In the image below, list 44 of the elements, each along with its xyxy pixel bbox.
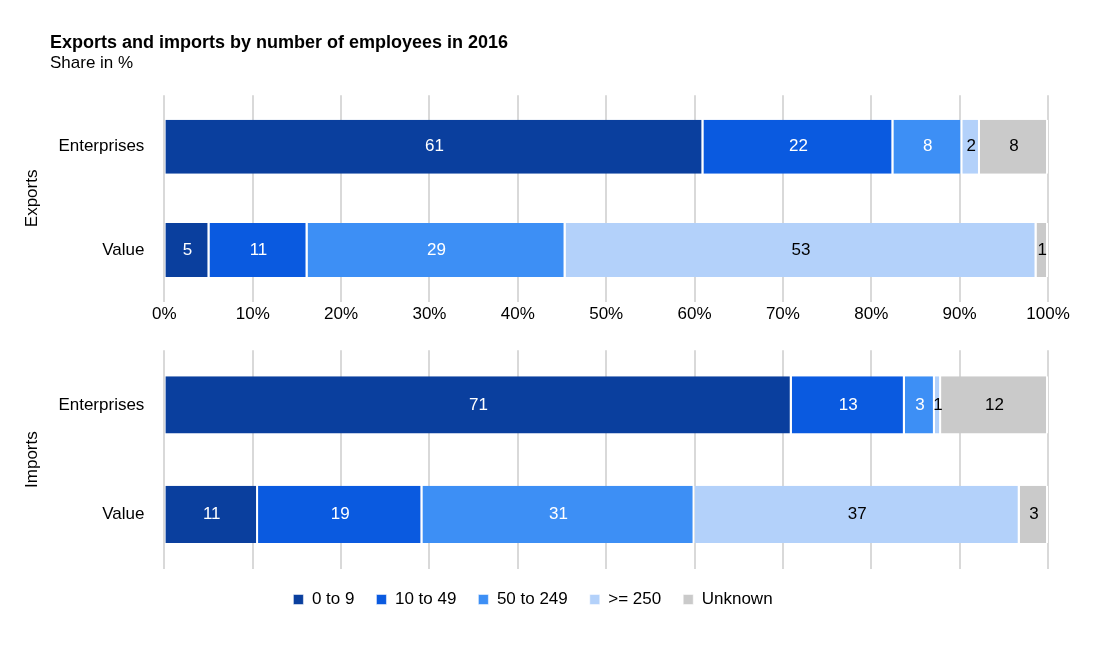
- data-label: 1: [933, 394, 943, 414]
- data-label: 37: [847, 503, 867, 523]
- data-label: 2: [966, 136, 976, 156]
- y-axis-title: Imports: [21, 431, 41, 488]
- y-tick-label: Value: [102, 239, 145, 259]
- chart-subtitle: Share in %: [50, 53, 135, 73]
- x-tick-label: 40%: [500, 304, 535, 324]
- data-label: 71: [469, 394, 489, 414]
- chart-title: Exports and imports by number of employees in 2016: [50, 32, 510, 53]
- x-tick-label: 30%: [412, 304, 447, 324]
- legend-label: >= 250: [608, 589, 662, 609]
- y-tick-label: Enterprises: [58, 394, 145, 414]
- legend-label: Unknown: [701, 589, 773, 609]
- legend-label: 10 to 49: [394, 589, 457, 609]
- x-tick-label: 60%: [677, 304, 712, 324]
- x-tick-label: 0%: [152, 304, 177, 324]
- x-tick-label: 50%: [589, 304, 624, 324]
- x-tick-label: 90%: [942, 304, 977, 324]
- y-tick-label: Value: [102, 503, 145, 523]
- data-label: 3: [915, 394, 925, 414]
- data-label: 11: [202, 503, 221, 523]
- data-label: 3: [1029, 503, 1039, 523]
- x-tick-label: 100%: [1026, 304, 1070, 324]
- y-tick-label: Enterprises: [58, 136, 145, 156]
- data-label: 22: [788, 136, 808, 156]
- legend-label: 50 to 249: [496, 589, 568, 609]
- x-tick-label: 20%: [324, 304, 359, 324]
- data-label: 11: [249, 239, 268, 259]
- data-label: 5: [182, 239, 193, 259]
- data-label: 13: [838, 394, 858, 414]
- data-label: 31: [549, 503, 568, 523]
- data-label: 29: [427, 239, 446, 259]
- x-tick-label: 10%: [235, 304, 270, 324]
- data-label: 53: [791, 239, 811, 259]
- data-label: 1: [1037, 239, 1047, 259]
- y-axis-title: Exports: [21, 169, 41, 228]
- data-label: 12: [985, 394, 1004, 414]
- data-label: 8: [923, 136, 933, 156]
- data-label: 19: [330, 503, 350, 523]
- data-label: 61: [424, 136, 444, 156]
- data-label: 8: [1009, 136, 1019, 156]
- x-tick-label: 80%: [854, 304, 889, 324]
- x-tick-label: 70%: [765, 304, 800, 324]
- legend-label: 0 to 9: [311, 589, 355, 609]
